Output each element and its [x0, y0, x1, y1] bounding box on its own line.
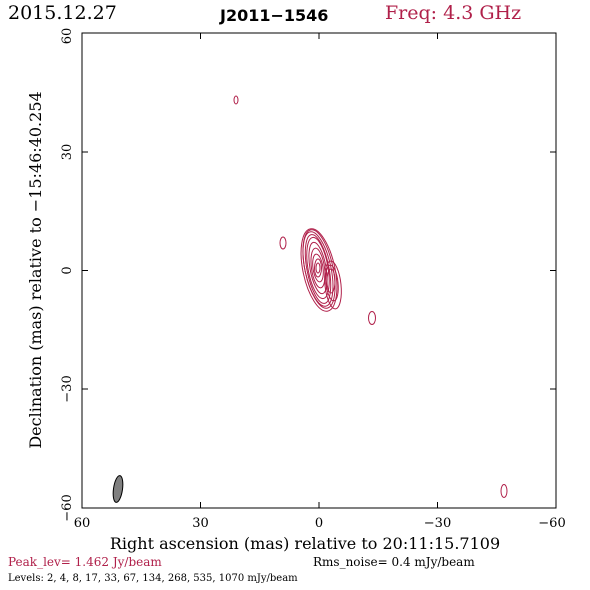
observation-date: 2015.12.27 — [8, 2, 117, 24]
source-contours — [300, 228, 342, 312]
y-axis-label: Declination (mas) relative to −15:46:40.… — [26, 91, 45, 448]
plot-frame — [81, 32, 557, 509]
y-tick-label: 0 — [60, 266, 75, 274]
x-axis-label: Right ascension (mas) relative to 20:11:… — [110, 534, 500, 553]
y-ticks — [82, 32, 556, 509]
weak-components — [233, 95, 508, 498]
x-tick-label: −30 — [424, 516, 451, 531]
x-ticks — [81, 33, 557, 508]
y-tick-label: −30 — [60, 375, 75, 402]
x-tick-label: 30 — [192, 516, 209, 531]
frequency-label: Freq: 4.3 GHz — [385, 2, 522, 24]
y-tick-label: 60 — [60, 28, 75, 45]
peak-level: Peak_lev= 1.462 Jy/beam — [8, 555, 162, 569]
y-tick-label: −60 — [60, 494, 75, 521]
contour-levels: Levels: 2, 4, 8, 17, 33, 67, 134, 268, 5… — [8, 573, 298, 584]
x-tick-label: 0 — [315, 516, 323, 531]
rms-noise: Rms_noise= 0.4 mJy/beam — [313, 555, 475, 569]
source-name: J2011−1546 — [220, 6, 329, 25]
y-tick-label: 30 — [60, 144, 75, 161]
x-tick-label: 60 — [74, 516, 91, 531]
x-tick-label: −60 — [538, 516, 565, 531]
restoring-beam — [112, 475, 124, 503]
